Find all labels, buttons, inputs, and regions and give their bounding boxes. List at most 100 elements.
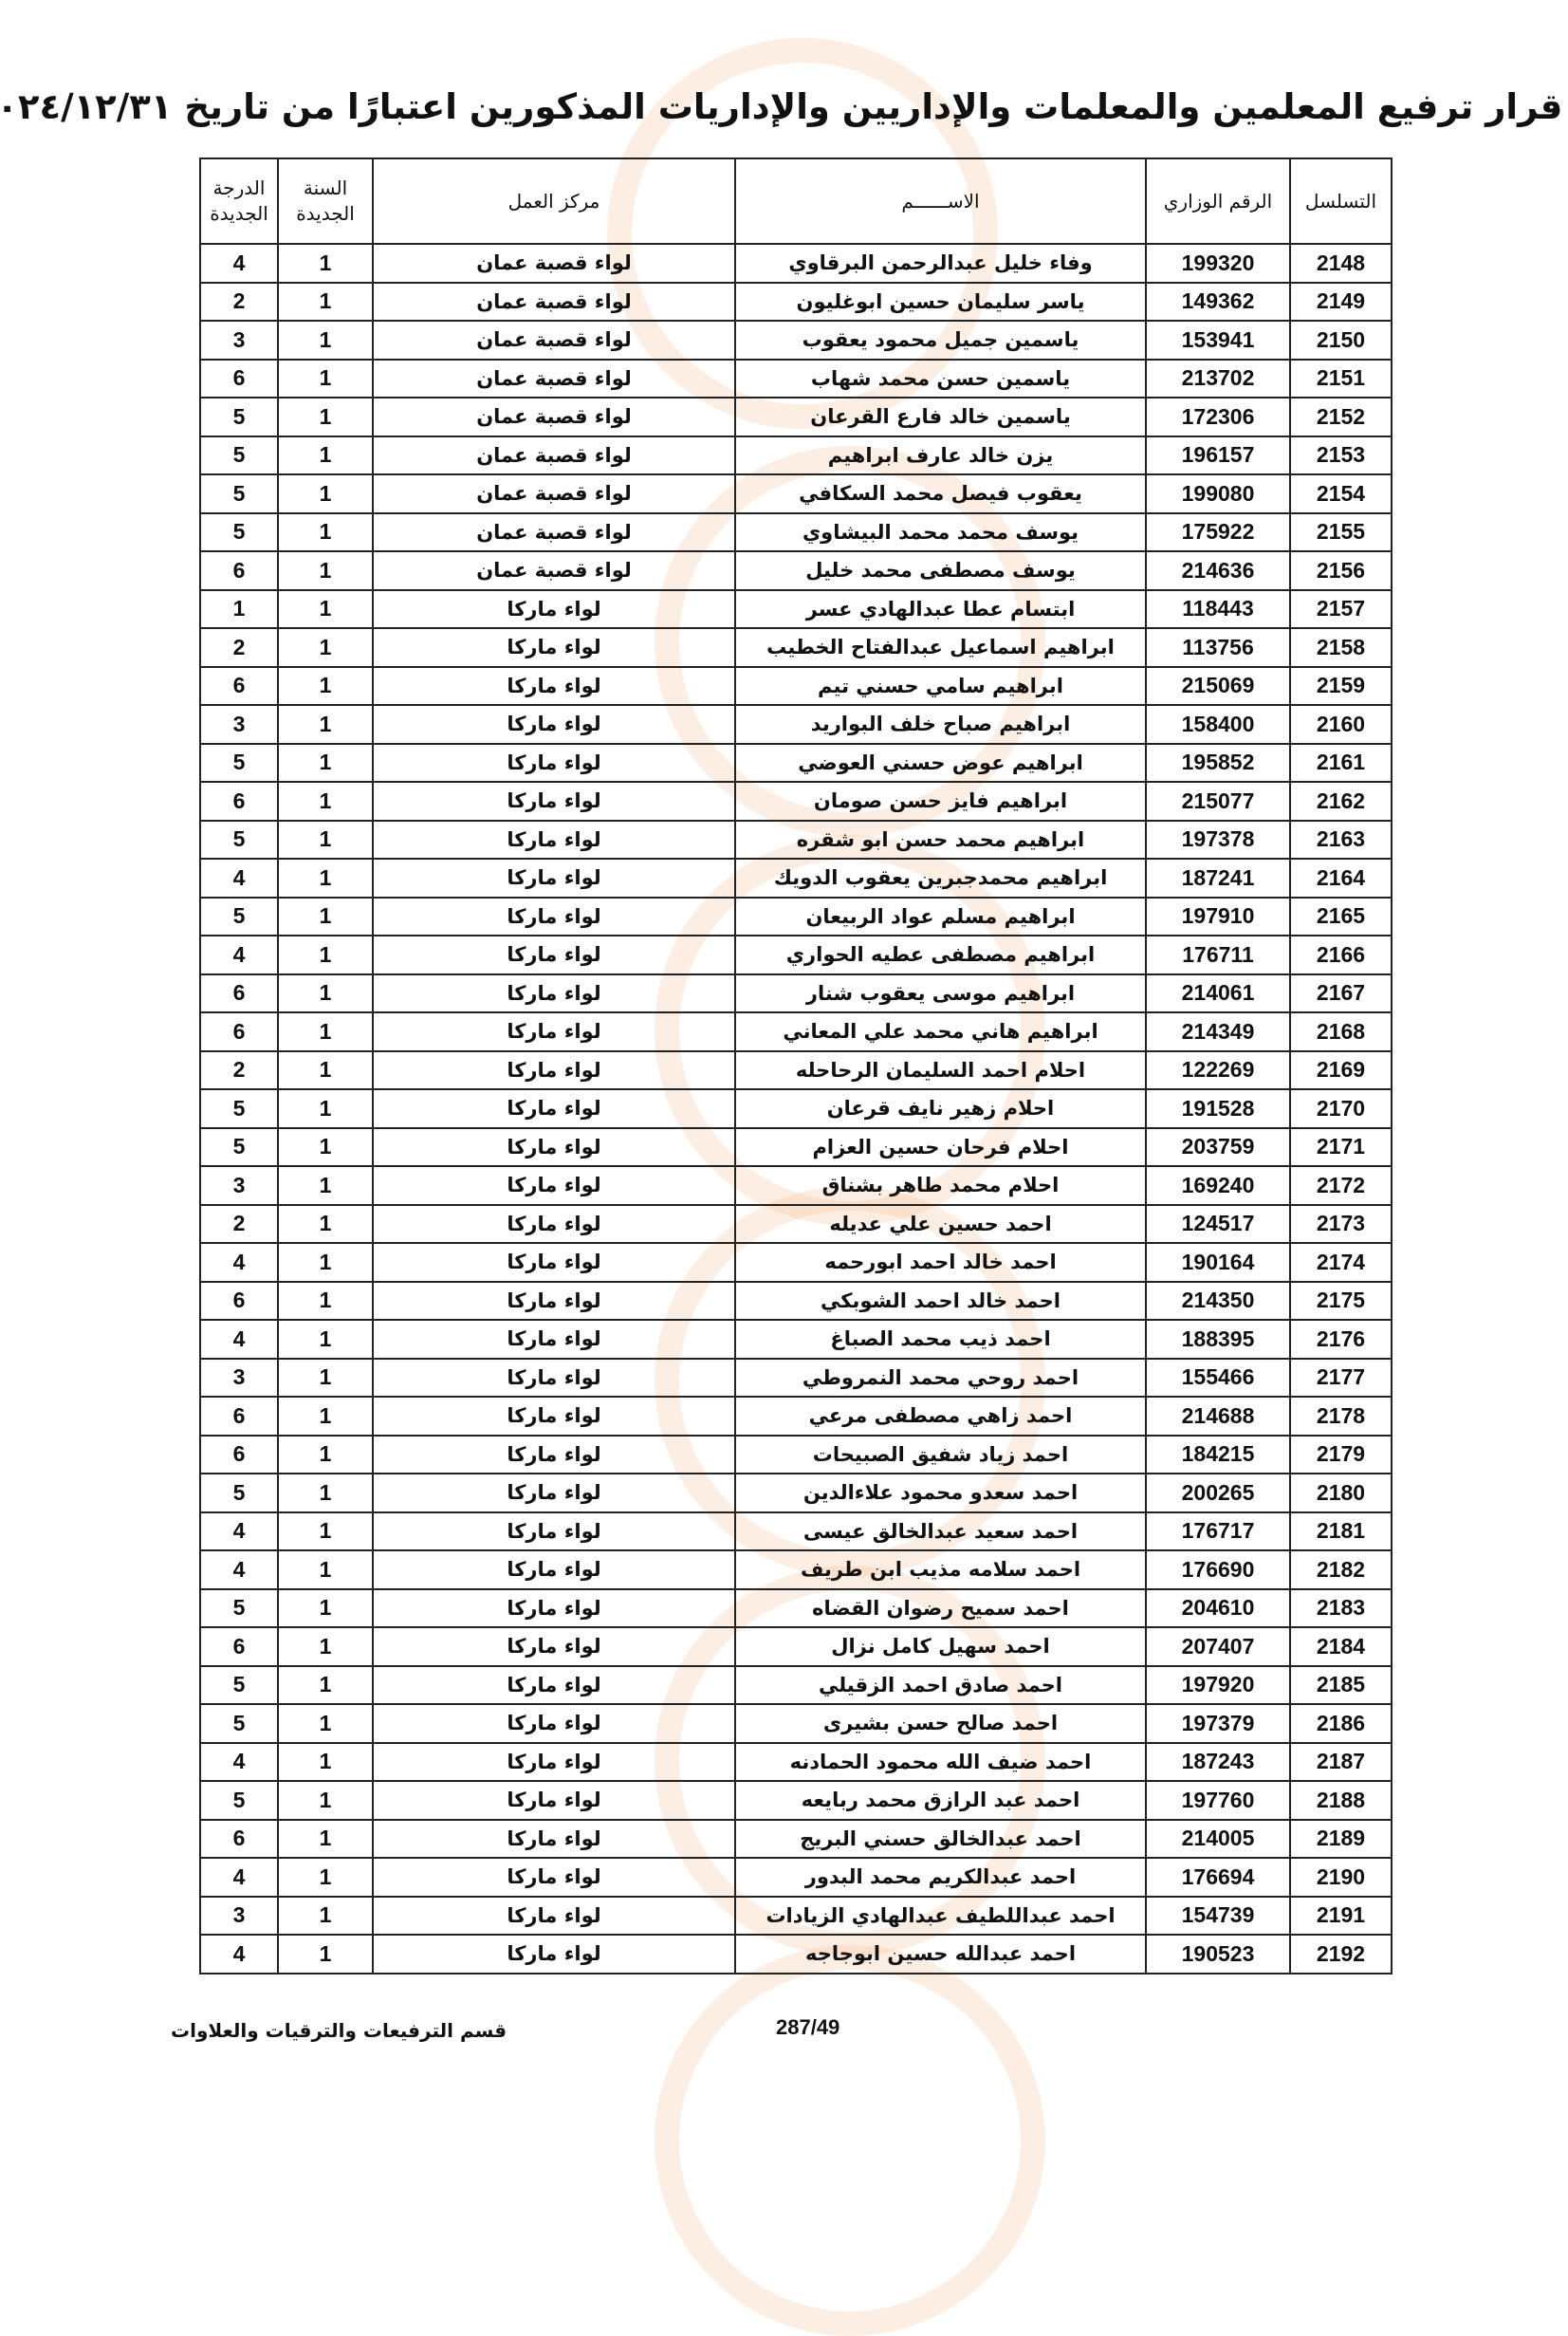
cell-serial: 2192 — [1289, 1934, 1393, 1974]
cell-new-grade: 5 — [199, 742, 279, 783]
cell-work-center: لواء قصبة عمان — [372, 397, 736, 437]
cell-new-year: 1 — [277, 1511, 374, 1551]
table-row: 2156 214636 يوسف مصطفى محمد خليل لواء قصبة … — [199, 550, 1393, 591]
cell-work-center: لواء ماركا — [372, 1203, 736, 1244]
department-name: قسم الترفيعات والترقيات والعلاوات — [171, 2019, 507, 2042]
table-row: 2178 214688 احمد زاهي مصطفى مرعي لواء ماركا… — [199, 1396, 1393, 1437]
cell-name: احمد عبدالكريم محمد البدور — [734, 1857, 1147, 1898]
cell-ministry-number: 124517 — [1145, 1203, 1291, 1244]
cell-work-center: لواء ماركا — [372, 1818, 736, 1859]
cell-name: ابراهيم موسى يعقوب شنار — [734, 973, 1147, 1013]
cell-name: ابراهيم صباح خلف البواريد — [734, 704, 1147, 745]
cell-name: يوسف مصطفى محمد خليل — [734, 550, 1147, 591]
cell-new-year: 1 — [277, 1818, 374, 1859]
cell-name: احمد خالد احمد ابورحمه — [734, 1242, 1147, 1283]
cell-ministry-number: 197378 — [1145, 819, 1291, 860]
cell-new-grade: 6 — [199, 1626, 279, 1667]
cell-work-center: لواء ماركا — [372, 1126, 736, 1167]
cell-work-center: لواء ماركا — [372, 1741, 736, 1782]
cell-ministry-number: 200265 — [1145, 1473, 1291, 1513]
cell-serial: 2168 — [1289, 1011, 1393, 1052]
cell-new-year: 1 — [277, 1126, 374, 1167]
cell-work-center: لواء قصبة عمان — [372, 358, 736, 399]
cell-ministry-number: 122269 — [1145, 1049, 1291, 1090]
cell-new-grade: 5 — [199, 896, 279, 936]
cell-new-year: 1 — [277, 511, 374, 552]
cell-new-grade: 5 — [199, 819, 279, 860]
cell-ministry-number: 214636 — [1145, 550, 1291, 591]
table-row: 2184 207407 احمد سهيل كامل نزال لواء ماركا 1… — [199, 1626, 1393, 1667]
table-row: 2167 214061 ابراهيم موسى يعقوب شنار لواء ما… — [199, 973, 1393, 1013]
cell-new-grade: 3 — [199, 1895, 279, 1936]
page-number: 287/49 — [776, 2015, 840, 2039]
cell-new-year: 1 — [277, 1549, 374, 1590]
cell-work-center: لواء ماركا — [372, 1780, 736, 1821]
cell-name: احمد سهيل كامل نزال — [734, 1626, 1147, 1667]
cell-work-center: لواء ماركا — [372, 781, 736, 822]
cell-work-center: لواء ماركا — [372, 1396, 736, 1437]
cell-serial: 2162 — [1289, 781, 1393, 822]
cell-serial: 2176 — [1289, 1319, 1393, 1360]
cell-new-grade: 3 — [199, 1165, 279, 1206]
cell-serial: 2187 — [1289, 1741, 1393, 1782]
cell-ministry-number: 190523 — [1145, 1934, 1291, 1974]
cell-work-center: لواء ماركا — [372, 1242, 736, 1283]
cell-ministry-number: 191528 — [1145, 1088, 1291, 1129]
cell-new-grade: 5 — [199, 1664, 279, 1705]
cell-name: ابتسام عطا عبدالهادي عسر — [734, 588, 1147, 629]
cell-work-center: لواء ماركا — [372, 665, 736, 706]
cell-serial: 2154 — [1289, 473, 1393, 514]
cell-ministry-number: 176690 — [1145, 1549, 1291, 1590]
cell-new-grade: 4 — [199, 858, 279, 899]
cell-serial: 2184 — [1289, 1626, 1393, 1667]
cell-ministry-number: 176694 — [1145, 1857, 1291, 1898]
cell-work-center: لواء قصبة عمان — [372, 473, 736, 514]
cell-ministry-number: 172306 — [1145, 397, 1291, 437]
cell-work-center: لواء ماركا — [372, 935, 736, 975]
cell-ministry-number: 195852 — [1145, 742, 1291, 783]
table-row: 2150 153941 ياسمين جميل محمود يعقوب لواء قص… — [199, 320, 1393, 361]
cell-work-center: لواء ماركا — [372, 1587, 736, 1628]
cell-ministry-number: 175922 — [1145, 511, 1291, 552]
cell-new-year: 1 — [277, 896, 374, 936]
cell-new-grade: 5 — [199, 435, 279, 475]
cell-new-year: 1 — [277, 973, 374, 1013]
cell-new-grade: 2 — [199, 1203, 279, 1244]
table-row: 2185 197920 احمد صادق احمد الزقيلي لواء مار… — [199, 1664, 1393, 1705]
table-row: 2160 158400 ابراهيم صباح خلف البواريد لواء … — [199, 704, 1393, 745]
cell-ministry-number: 113756 — [1145, 627, 1291, 668]
table-row: 2149 149362 ياسر سليمان حسين ابوغليون لواء … — [199, 281, 1393, 322]
cell-serial: 2185 — [1289, 1664, 1393, 1705]
cell-name: احمد عبدالخالق حسني البريج — [734, 1818, 1147, 1859]
cell-serial: 2189 — [1289, 1818, 1393, 1859]
table-row: 2164 187241 ابراهيم محمدجبرين يعقوب الدويك… — [199, 858, 1393, 899]
cell-new-grade: 6 — [199, 665, 279, 706]
cell-work-center: لواء ماركا — [372, 1319, 736, 1360]
cell-name: احمد روحي محمد النمروطي — [734, 1357, 1147, 1398]
cell-new-year: 1 — [277, 358, 374, 399]
cell-work-center: لواء قصبة عمان — [372, 550, 736, 591]
table-row: 2153 196157 يزن خالد عارف ابراهيم لواء قصبة… — [199, 435, 1393, 475]
cell-name: احلام زهير نايف قرعان — [734, 1088, 1147, 1129]
cell-new-year: 1 — [277, 1473, 374, 1513]
cell-work-center: لواء ماركا — [372, 1895, 736, 1936]
cell-work-center: لواء ماركا — [372, 1857, 736, 1898]
cell-name: ابراهيم سامي حسني تيم — [734, 665, 1147, 706]
table-row: 2182 176690 احمد سلامه مذيب ابن طريف لواء م… — [199, 1549, 1393, 1590]
cell-new-year: 1 — [277, 1664, 374, 1705]
cell-ministry-number: 187241 — [1145, 858, 1291, 899]
cell-ministry-number: 214005 — [1145, 1818, 1291, 1859]
cell-work-center: لواء ماركا — [372, 1703, 736, 1744]
cell-new-year: 1 — [277, 1587, 374, 1628]
cell-serial: 2191 — [1289, 1895, 1393, 1936]
cell-ministry-number: 169240 — [1145, 1165, 1291, 1206]
cell-work-center: لواء ماركا — [372, 1511, 736, 1551]
cell-name: احمد صادق احمد الزقيلي — [734, 1664, 1147, 1705]
cell-serial: 2155 — [1289, 511, 1393, 552]
cell-new-year: 1 — [277, 1280, 374, 1321]
cell-work-center: لواء ماركا — [372, 858, 736, 899]
cell-serial: 2178 — [1289, 1396, 1393, 1437]
cell-ministry-number: 184215 — [1145, 1434, 1291, 1474]
cell-serial: 2159 — [1289, 665, 1393, 706]
cell-new-grade: 6 — [199, 973, 279, 1013]
